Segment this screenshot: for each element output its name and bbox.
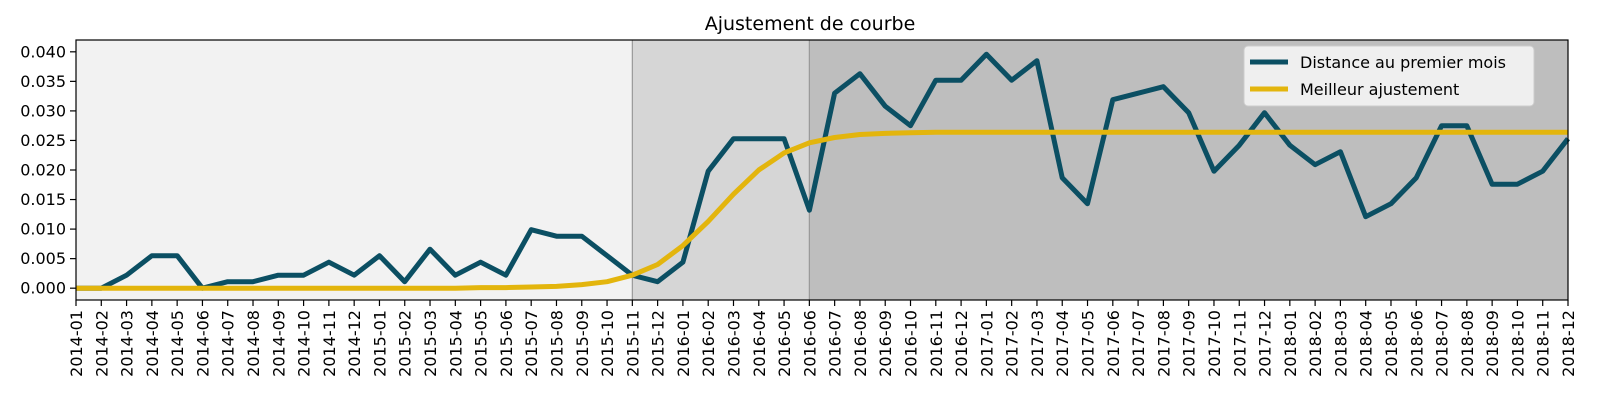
shaded-region-2 — [632, 40, 810, 300]
legend-box — [1243, 45, 1535, 107]
x-tick-label: 2018-12 — [1559, 310, 1578, 377]
x-tick-label: 2014-02 — [92, 310, 111, 377]
x-tick-label: 2017-08 — [1154, 310, 1173, 377]
x-tick-label: 2015-09 — [573, 310, 592, 377]
x-tick-label: 2016-03 — [724, 310, 743, 377]
x-tick-label: 2015-02 — [396, 310, 415, 377]
x-tick-label: 2016-06 — [800, 310, 819, 377]
x-tick-label: 2016-11 — [927, 310, 946, 377]
y-tick-label: 0.015 — [20, 190, 66, 209]
legend-label-1: Distance au premier mois — [1300, 53, 1506, 72]
x-tick-label: 2018-01 — [1281, 310, 1300, 377]
x-tick-label: 2014-01 — [67, 310, 86, 377]
x-tick-label: 2018-04 — [1357, 310, 1376, 377]
x-tick-label: 2017-06 — [1104, 310, 1123, 377]
x-tick-label: 2014-03 — [118, 310, 137, 377]
x-tick-label: 2014-06 — [193, 310, 212, 377]
x-tick-label: 2014-10 — [295, 310, 314, 377]
y-tick-label: 0.040 — [20, 42, 66, 61]
x-tick-label: 2018-02 — [1306, 310, 1325, 377]
x-tick-label: 2018-03 — [1331, 310, 1350, 377]
x-tick-label: 2015-04 — [446, 310, 465, 377]
x-tick-label: 2015-08 — [547, 310, 566, 377]
y-tick-label: 0.030 — [20, 101, 66, 120]
series-lines — [76, 51, 1570, 291]
x-tick-label: 2016-12 — [952, 310, 971, 377]
x-tick-label: 2018-07 — [1433, 310, 1452, 377]
x-tick-label: 2018-08 — [1458, 310, 1477, 377]
y-tick-label: 0.035 — [20, 72, 66, 91]
chart-title: Ajustement de courbe — [705, 13, 916, 35]
x-tick-label: 2015-03 — [421, 310, 440, 377]
shaded-region-1 — [76, 40, 633, 300]
x-tick-label: 2015-05 — [472, 310, 491, 377]
legend: Distance au premier mois Meilleur ajustem… — [1243, 45, 1535, 107]
x-tick-label: 2017-11 — [1230, 310, 1249, 377]
x-tick-label: 2014-05 — [168, 310, 187, 377]
x-tick-label: 2017-09 — [1180, 310, 1199, 377]
x-axis: 2014-01 2014-02 2014-03 2014-04 2014-05 2014-… — [67, 300, 1578, 377]
x-tick-label: 2015-12 — [649, 310, 668, 377]
x-tick-label: 2015-01 — [370, 310, 389, 377]
x-tick-label: 2015-10 — [598, 310, 617, 377]
series-line-2 — [76, 129, 1568, 291]
x-tick-label: 2017-10 — [1205, 310, 1224, 377]
x-tick-label: 2014-09 — [269, 310, 288, 377]
x-tick-label: 2018-09 — [1483, 310, 1502, 377]
x-tick-label: 2016-04 — [750, 310, 769, 377]
x-tick-label: 2014-04 — [143, 310, 162, 377]
x-tick-label: 2018-10 — [1508, 310, 1527, 377]
y-axis: 0.000 0.005 0.010 0.015 0.020 0.025 0.030 0.035… — [20, 42, 76, 298]
x-tick-label: 2014-11 — [320, 310, 339, 377]
y-tick-label: 0.025 — [20, 131, 66, 150]
x-tick-label: 2017-01 — [977, 310, 996, 377]
x-tick-label: 2017-12 — [1256, 310, 1275, 377]
x-tick-label: 2016-08 — [851, 310, 870, 377]
x-tick-label: 2016-05 — [775, 310, 794, 377]
x-tick-label: 2017-05 — [1079, 310, 1098, 377]
series-line-1 — [76, 51, 1570, 291]
x-tick-label: 2016-07 — [826, 310, 845, 377]
legend-label-2: Meilleur ajustement — [1300, 80, 1459, 99]
y-tick-label: 0.000 — [20, 279, 66, 298]
x-tick-label: 2016-09 — [876, 310, 895, 377]
y-tick-label: 0.020 — [20, 161, 66, 180]
x-tick-label: 2018-11 — [1534, 310, 1553, 377]
x-tick-label: 2015-11 — [623, 310, 642, 377]
y-tick-label: 0.010 — [20, 220, 66, 239]
x-tick-label: 2014-07 — [219, 310, 238, 377]
x-tick-label: 2017-04 — [1053, 310, 1072, 377]
x-tick-label: 2015-06 — [497, 310, 516, 377]
y-tick-label: 0.005 — [20, 249, 66, 268]
x-tick-label: 2018-05 — [1382, 310, 1401, 377]
x-tick-label: 2016-02 — [699, 310, 718, 377]
x-tick-label: 2017-03 — [1028, 310, 1047, 377]
x-tick-label: 2016-01 — [674, 310, 693, 377]
x-tick-label: 2014-08 — [244, 310, 263, 377]
x-tick-label: 2017-07 — [1129, 310, 1148, 377]
x-tick-label: 2015-07 — [522, 310, 541, 377]
x-tick-label: 2016-10 — [902, 310, 921, 377]
x-tick-label: 2018-06 — [1407, 310, 1426, 377]
x-tick-label: 2014-12 — [345, 310, 364, 377]
x-tick-label: 2017-02 — [1003, 310, 1022, 377]
